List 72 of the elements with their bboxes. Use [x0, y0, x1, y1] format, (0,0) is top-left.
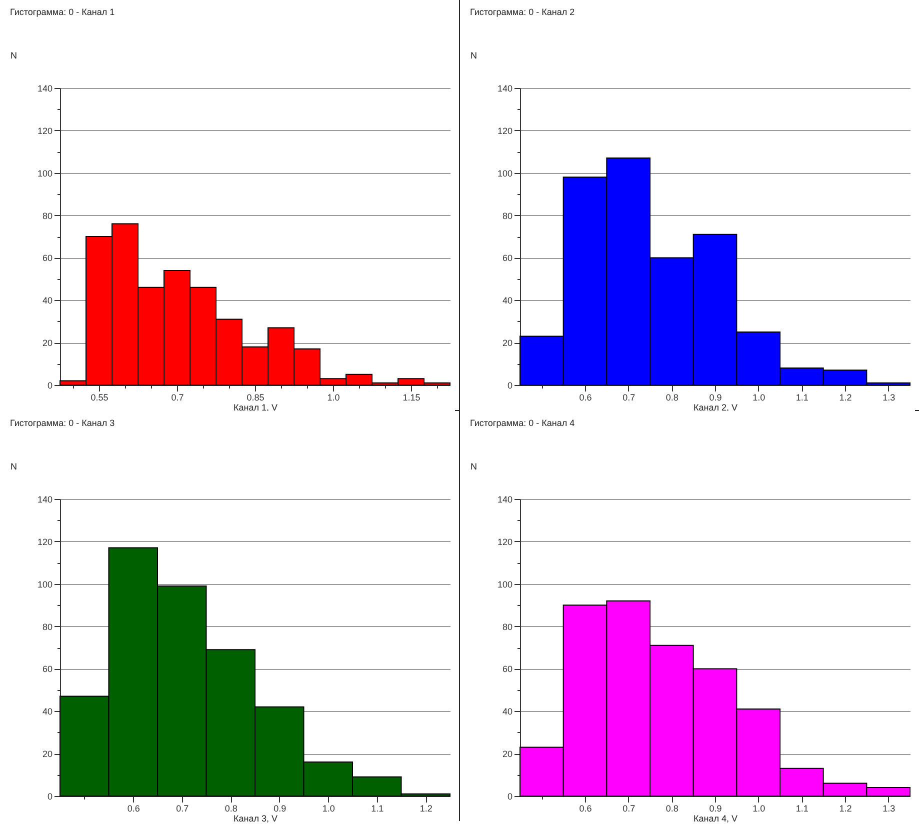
y-tick-label: 100	[497, 579, 512, 590]
x-tick-label: 0.6	[579, 804, 592, 814]
x-tick-label: 1.1	[796, 392, 808, 402]
y-tick-label: 140	[497, 84, 512, 94]
x-tick-label: 1.0	[322, 804, 335, 814]
x-tick-label: 1.3	[882, 392, 896, 402]
y-axis-title: N	[470, 462, 477, 472]
x-tick-label: 1.2	[839, 392, 852, 402]
y-tick-label: 120	[497, 536, 512, 547]
x-tick-label: 0.9	[709, 804, 722, 814]
x-tick-label: 1.15	[402, 392, 420, 402]
x-axis-title: Канал 2, V	[694, 402, 738, 412]
x-tick-label: 1.0	[752, 804, 766, 814]
x-tick-label: 0.85	[246, 392, 264, 402]
y-tick-label: 20	[502, 749, 512, 760]
y-tick-label: 0	[47, 380, 52, 390]
y-tick-label: 40	[42, 296, 52, 306]
x-tick-label: 0.7	[176, 804, 189, 814]
y-tick-label: 0	[47, 792, 52, 802]
y-tick-label: 20	[502, 338, 512, 348]
x-tick-label: 0.8	[224, 804, 238, 814]
y-tick-label: 40	[502, 706, 512, 717]
y-tick-label: 80	[42, 210, 52, 221]
chart-title: Гистограмма: 0 - Канал 1	[10, 7, 115, 17]
y-tick-label: 80	[502, 622, 512, 632]
y-axis-title: N	[10, 462, 17, 472]
x-tick-label: 1.2	[420, 804, 432, 814]
x-tick-label: 0.8	[666, 392, 678, 402]
y-tick-label: 140	[37, 84, 52, 94]
x-tick-label: 0.7	[171, 392, 184, 402]
x-tick-label: 0.7	[622, 804, 636, 814]
y-tick-label: 100	[37, 168, 52, 178]
x-axis-title: Канал 1, V	[234, 402, 278, 412]
y-axis-title: N	[10, 50, 17, 60]
x-tick-label: 0.55	[90, 392, 108, 402]
x-axis-title: Канал 3, V	[234, 814, 278, 824]
x-tick-label: 1.0	[327, 392, 340, 402]
y-axis-title: N	[470, 50, 477, 60]
x-tick-label: 0.9	[709, 392, 722, 402]
y-tick-label: 100	[497, 168, 512, 178]
y-tick-label: 60	[502, 253, 512, 264]
y-tick-label: 120	[37, 126, 52, 136]
y-tick-label: 0	[507, 792, 512, 802]
y-tick-label: 140	[37, 494, 52, 504]
y-tick-label: 60	[42, 253, 52, 264]
y-tick-label: 20	[42, 749, 52, 760]
y-tick-label: 40	[42, 706, 52, 717]
x-tick-label: 1.1	[796, 804, 808, 814]
x-tick-label: 1.2	[839, 804, 852, 814]
y-tick-label: 60	[42, 664, 52, 674]
y-tick-label: 20	[42, 338, 52, 348]
x-tick-label: 1.1	[371, 804, 384, 814]
chart-title: Гистограмма: 0 - Канал 3	[10, 418, 115, 428]
x-tick-label: 0.6	[579, 392, 592, 402]
x-tick-label: 1.0	[752, 392, 766, 402]
y-tick-label: 100	[37, 579, 52, 590]
y-tick-label: 40	[502, 296, 512, 306]
x-tick-label: 1.3	[882, 804, 896, 814]
y-tick-label: 140	[497, 494, 512, 504]
chart-title: Гистограмма: 0 - Канал 2	[470, 7, 575, 17]
y-tick-label: 60	[502, 664, 512, 674]
x-tick-label: 0.9	[274, 804, 286, 814]
y-tick-label: 120	[37, 536, 52, 547]
y-tick-label: 0	[507, 380, 512, 390]
x-tick-label: 0.6	[127, 804, 140, 814]
chart-title: Гистограмма: 0 - Канал 4	[470, 418, 575, 428]
x-axis-title: Канал 4, V	[694, 814, 738, 824]
y-tick-label: 120	[497, 126, 512, 136]
x-tick-label: 0.7	[622, 392, 636, 402]
x-tick-label: 0.8	[666, 804, 678, 814]
y-tick-label: 80	[42, 622, 52, 632]
y-tick-label: 80	[502, 210, 512, 221]
